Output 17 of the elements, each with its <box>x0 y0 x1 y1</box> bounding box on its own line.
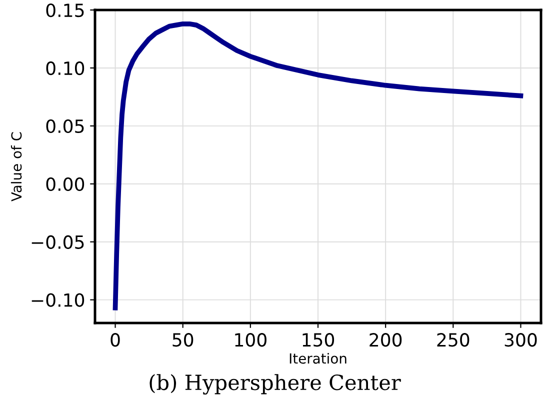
x-tick-label: 300 <box>504 333 537 347</box>
x-axis-title: Iteration <box>290 352 346 364</box>
y-axis-title: Value of C <box>10 132 22 202</box>
x-tick-label: 200 <box>370 333 402 347</box>
x-tick-label: 150 <box>302 333 334 347</box>
y-tick-label: 0.10 <box>46 61 84 76</box>
y-tick-label: −0.10 <box>32 293 84 307</box>
x-tick-label: 250 <box>437 333 470 347</box>
x-tick-label: 50 <box>172 333 194 347</box>
y-tick-label: −0.05 <box>32 235 84 249</box>
y-tick-label: 0.05 <box>46 119 84 134</box>
x-tick-label: 100 <box>235 333 266 347</box>
x-tick-label: 0 <box>110 333 120 347</box>
y-tick-label: 0.15 <box>46 3 84 18</box>
line-series <box>112 21 524 310</box>
y-tick-label: 0.00 <box>46 177 84 192</box>
text: (b) Hypersphere Center <box>150 374 401 395</box>
